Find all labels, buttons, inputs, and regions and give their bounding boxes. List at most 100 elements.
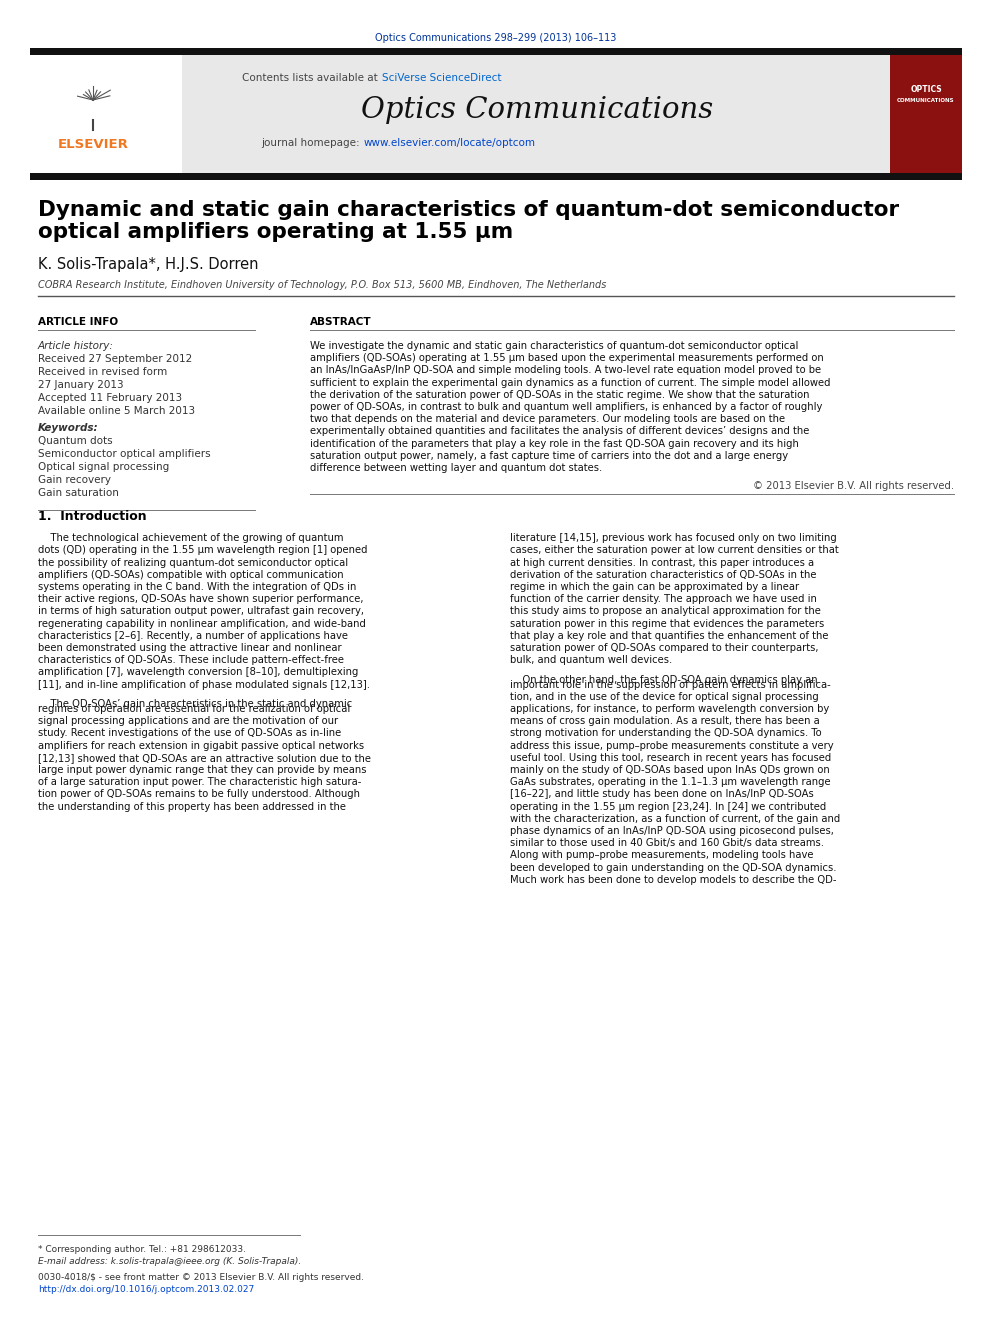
Text: the derivation of the saturation power of QD-SOAs in the static regime. We show : the derivation of the saturation power o… [310,390,809,400]
Text: address this issue, pump–probe measurements constitute a very: address this issue, pump–probe measureme… [510,741,833,750]
Text: tion power of QD-SOAs remains to be fully understood. Although: tion power of QD-SOAs remains to be full… [38,790,360,799]
Text: in terms of high saturation output power, ultrafast gain recovery,: in terms of high saturation output power… [38,606,364,617]
Text: optical amplifiers operating at 1.55 μm: optical amplifiers operating at 1.55 μm [38,222,513,242]
Text: phase dynamics of an InAs/InP QD-SOA using picosecond pulses,: phase dynamics of an InAs/InP QD-SOA usi… [510,826,834,836]
Text: the understanding of this property has been addressed in the: the understanding of this property has b… [38,802,346,811]
Text: Received 27 September 2012: Received 27 September 2012 [38,355,192,364]
Text: an InAs/InGaAsP/InP QD-SOA and simple modeling tools. A two-level rate equation : an InAs/InGaAsP/InP QD-SOA and simple mo… [310,365,821,376]
Text: K. Solis-Trapala*, H.J.S. Dorren: K. Solis-Trapala*, H.J.S. Dorren [38,258,259,273]
Text: Dynamic and static gain characteristics of quantum-dot semiconductor: Dynamic and static gain characteristics … [38,200,899,220]
Text: saturation output power, namely, a fast capture time of carriers into the dot an: saturation output power, namely, a fast … [310,451,788,460]
Text: GaAs substrates, operating in the 1.1–1.3 μm wavelength range: GaAs substrates, operating in the 1.1–1.… [510,777,830,787]
Text: Keywords:: Keywords: [38,423,98,433]
Text: function of the carrier density. The approach we have used in: function of the carrier density. The app… [510,594,816,605]
Text: saturation power of QD-SOAs compared to their counterparts,: saturation power of QD-SOAs compared to … [510,643,818,654]
Text: Accepted 11 February 2013: Accepted 11 February 2013 [38,393,183,404]
Bar [890,56,962,173]
Text: characteristics of QD-SOAs. These include pattern-effect-free: characteristics of QD-SOAs. These includ… [38,655,344,665]
Text: amplifiers (QD-SOAs) compatible with optical communication: amplifiers (QD-SOAs) compatible with opt… [38,570,343,579]
Text: Gain saturation: Gain saturation [38,488,119,497]
Text: Contents lists available at: Contents lists available at [242,73,381,83]
Text: regenerating capability in nonlinear amplification, and wide-band: regenerating capability in nonlinear amp… [38,619,366,628]
Text: saturation power in this regime that evidences the parameters: saturation power in this regime that evi… [510,619,824,628]
Text: that play a key role and that quantifies the enhancement of the: that play a key role and that quantifies… [510,631,828,640]
Text: Semiconductor optical amplifiers: Semiconductor optical amplifiers [38,448,210,459]
Text: SciVerse ScienceDirect: SciVerse ScienceDirect [382,73,502,83]
Text: Article history:: Article history: [38,341,114,351]
Text: of a large saturation input power. The characteristic high satura-: of a large saturation input power. The c… [38,777,361,787]
Text: this study aims to propose an analytical approximation for the: this study aims to propose an analytical… [510,606,820,617]
Text: amplifiers for reach extension in gigabit passive optical networks: amplifiers for reach extension in gigabi… [38,741,364,750]
Text: ELSEVIER: ELSEVIER [58,139,128,152]
Text: Quantum dots: Quantum dots [38,437,113,446]
Text: dots (QD) operating in the 1.55 μm wavelength region [1] opened: dots (QD) operating in the 1.55 μm wavel… [38,545,367,556]
Text: 1.  Introduction: 1. Introduction [38,509,147,523]
Text: applications, for instance, to perform wavelength conversion by: applications, for instance, to perform w… [510,704,829,714]
Bar [182,56,892,173]
Text: useful tool. Using this tool, research in recent years has focused: useful tool. Using this tool, research i… [510,753,831,763]
Text: The QD-SOAs’ gain characteristics in the static and dynamic: The QD-SOAs’ gain characteristics in the… [38,699,352,709]
Text: Optics Communications: Optics Communications [361,97,713,124]
Text: experimentally obtained quantities and facilitates the analysis of different dev: experimentally obtained quantities and f… [310,426,809,437]
Text: OPTICS: OPTICS [911,86,941,94]
Text: difference between wetting layer and quantum dot states.: difference between wetting layer and qua… [310,463,602,474]
Text: with the characterization, as a function of current, of the gain and: with the characterization, as a function… [510,814,840,824]
Text: The technological achievement of the growing of quantum: The technological achievement of the gro… [38,533,343,544]
Text: been developed to gain understanding on the QD-SOA dynamics.: been developed to gain understanding on … [510,863,836,873]
Bar [30,173,962,180]
Text: journal homepage:: journal homepage: [261,138,363,148]
Text: ABSTRACT: ABSTRACT [310,318,372,327]
Text: been demonstrated using the attractive linear and nonlinear: been demonstrated using the attractive l… [38,643,341,654]
Text: large input power dynamic range that they can provide by means: large input power dynamic range that the… [38,765,366,775]
Text: E-mail address: k.solis-trapala@ieee.org (K. Solis-Trapala).: E-mail address: k.solis-trapala@ieee.org… [38,1257,302,1266]
Text: amplifiers (QD-SOAs) operating at 1.55 μm based upon the experimental measuremen: amplifiers (QD-SOAs) operating at 1.55 μ… [310,353,823,364]
Text: cases, either the saturation power at low current densities or that: cases, either the saturation power at lo… [510,545,839,556]
Text: [11], and in-line amplification of phase modulated signals [12,13].: [11], and in-line amplification of phase… [38,680,370,689]
Text: regime in which the gain can be approximated by a linear: regime in which the gain can be approxim… [510,582,800,591]
Text: sufficient to explain the experimental gain dynamics as a function of current. T: sufficient to explain the experimental g… [310,377,830,388]
Text: Much work has been done to develop models to describe the QD-: Much work has been done to develop model… [510,875,836,885]
Text: operating in the 1.55 μm region [23,24]. In [24] we contributed: operating in the 1.55 μm region [23,24].… [510,802,826,811]
Text: [16–22], and little study has been done on InAs/InP QD-SOAs: [16–22], and little study has been done … [510,790,813,799]
Text: bulk, and quantum well devices.: bulk, and quantum well devices. [510,655,673,665]
Text: their active regions, QD-SOAs have shown superior performance,: their active regions, QD-SOAs have shown… [38,594,363,605]
Text: similar to those used in 40 Gbit/s and 160 Gbit/s data streams.: similar to those used in 40 Gbit/s and 1… [510,839,824,848]
Text: literature [14,15], previous work has focused only on two limiting: literature [14,15], previous work has fo… [510,533,836,544]
Text: Gain recovery: Gain recovery [38,475,111,486]
Text: identification of the parameters that play a key role in the fast QD-SOA gain re: identification of the parameters that pl… [310,439,799,448]
Text: systems operating in the C band. With the integration of QDs in: systems operating in the C band. With th… [38,582,356,591]
Text: On the other hand, the fast QD-SOA gain dynamics play an: On the other hand, the fast QD-SOA gain … [510,675,817,685]
Text: http://dx.doi.org/10.1016/j.optcom.2013.02.027: http://dx.doi.org/10.1016/j.optcom.2013.… [38,1285,254,1294]
Text: © 2013 Elsevier B.V. All rights reserved.: © 2013 Elsevier B.V. All rights reserved… [753,482,954,491]
Text: COBRA Research Institute, Eindhoven University of Technology, P.O. Box 513, 5600: COBRA Research Institute, Eindhoven Univ… [38,280,606,290]
Text: the possibility of realizing quantum-dot semiconductor optical: the possibility of realizing quantum-dot… [38,557,348,568]
Text: Along with pump–probe measurements, modeling tools have: Along with pump–probe measurements, mode… [510,851,813,860]
Bar [30,48,962,56]
Text: derivation of the saturation characteristics of QD-SOAs in the: derivation of the saturation characteris… [510,570,816,579]
Text: amplification [7], wavelength conversion [8–10], demultiplexing: amplification [7], wavelength conversion… [38,667,358,677]
Text: 0030-4018/$ - see front matter © 2013 Elsevier B.V. All rights reserved.: 0030-4018/$ - see front matter © 2013 El… [38,1273,364,1282]
Text: Optics Communications 298–299 (2013) 106–113: Optics Communications 298–299 (2013) 106… [375,33,617,44]
Text: study. Recent investigations of the use of QD-SOAs as in-line: study. Recent investigations of the use … [38,729,341,738]
Text: signal processing applications and are the motivation of our: signal processing applications and are t… [38,716,338,726]
Text: tion, and in the use of the device for optical signal processing: tion, and in the use of the device for o… [510,692,818,701]
Text: We investigate the dynamic and static gain characteristics of quantum-dot semico: We investigate the dynamic and static ga… [310,341,799,351]
Text: * Corresponding author. Tel.: +81 298612033.: * Corresponding author. Tel.: +81 298612… [38,1245,246,1253]
Text: strong motivation for understanding the QD-SOA dynamics. To: strong motivation for understanding the … [510,729,821,738]
Text: Optical signal processing: Optical signal processing [38,462,170,472]
Text: mainly on the study of QD-SOAs based upon InAs QDs grown on: mainly on the study of QD-SOAs based upo… [510,765,829,775]
Text: www.elsevier.com/locate/optcom: www.elsevier.com/locate/optcom [364,138,536,148]
Text: two that depends on the material and device parameters. Our modeling tools are b: two that depends on the material and dev… [310,414,785,425]
Text: COMMUNICATIONS: COMMUNICATIONS [897,98,955,102]
Text: characteristics [2–6]. Recently, a number of applications have: characteristics [2–6]. Recently, a numbe… [38,631,348,640]
Text: important role in the suppression of pattern effects in amplifica-: important role in the suppression of pat… [510,680,830,689]
Text: Received in revised form: Received in revised form [38,366,168,377]
Text: 27 January 2013: 27 January 2013 [38,380,124,390]
Text: Available online 5 March 2013: Available online 5 March 2013 [38,406,195,415]
Text: regimes of operation are essential for the realization of optical: regimes of operation are essential for t… [38,704,350,714]
Text: means of cross gain modulation. As a result, there has been a: means of cross gain modulation. As a res… [510,716,819,726]
Text: [12,13] showed that QD-SOAs are an attractive solution due to the: [12,13] showed that QD-SOAs are an attra… [38,753,371,763]
Text: power of QD-SOAs, in contrast to bulk and quantum well amplifiers, is enhanced b: power of QD-SOAs, in contrast to bulk an… [310,402,822,411]
Text: at high current densities. In contrast, this paper introduces a: at high current densities. In contrast, … [510,557,814,568]
Text: ARTICLE INFO: ARTICLE INFO [38,318,118,327]
